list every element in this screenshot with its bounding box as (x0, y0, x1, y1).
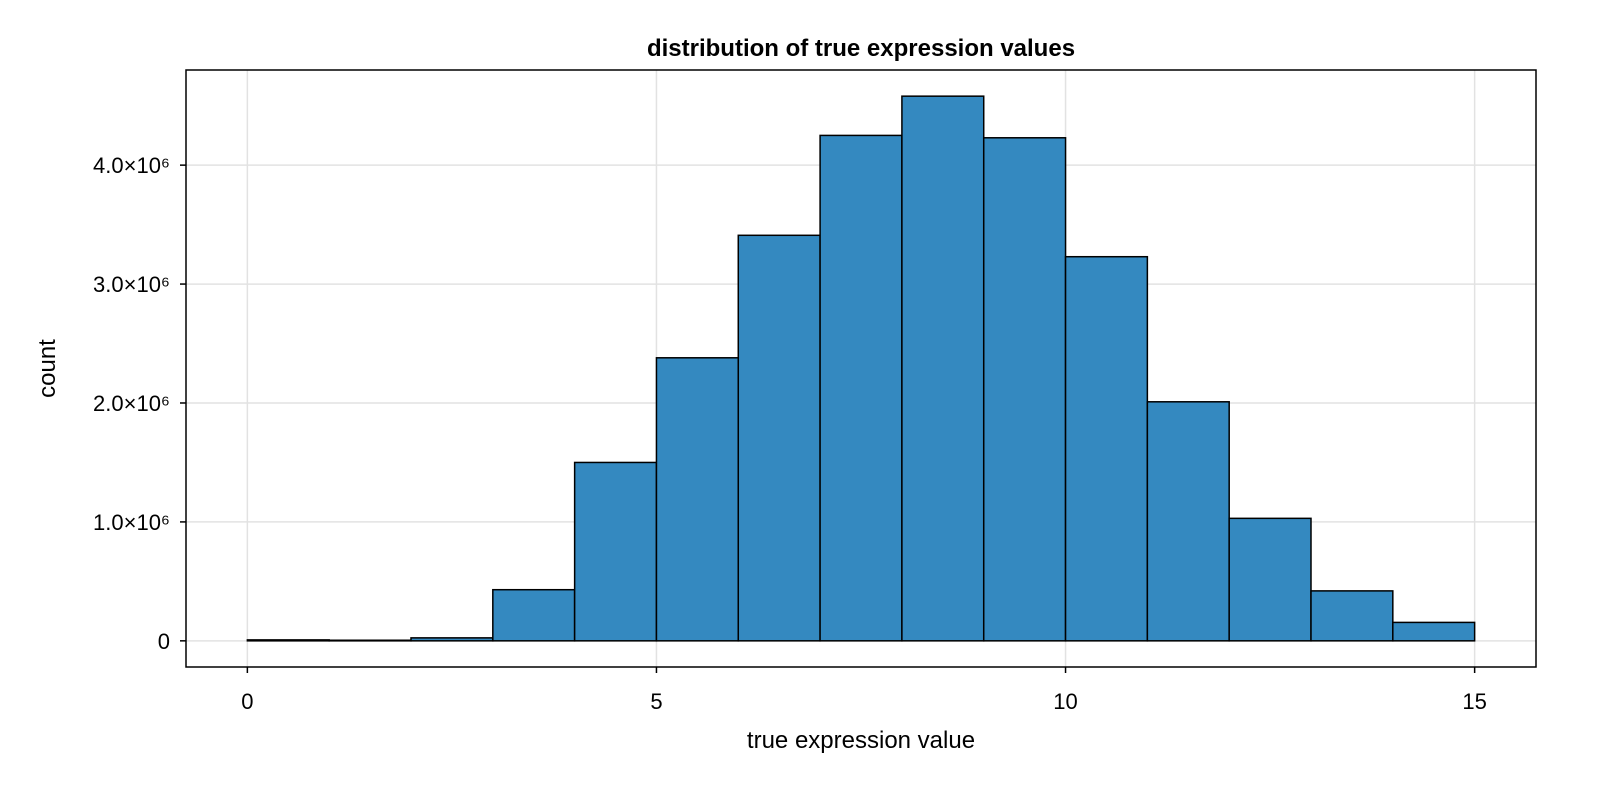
histogram-bar (1310, 590, 1394, 642)
histogram-bar (492, 588, 576, 642)
x-tick-label: 5 (650, 689, 662, 714)
histogram-bar (1064, 255, 1149, 642)
x-tick-label: 15 (1462, 689, 1486, 714)
histogram-bar (655, 357, 740, 642)
x-tick-label: 10 (1053, 689, 1077, 714)
x-tick-label: 0 (241, 689, 253, 714)
histogram-bar (573, 461, 658, 642)
chart-title: distribution of true expression values (647, 35, 1075, 62)
histogram-bar (246, 639, 330, 642)
y-tick-label: 1.0×10⁶ (93, 510, 170, 535)
histogram-bar (819, 134, 903, 642)
y-tick-label: 4.0×10⁶ (93, 153, 170, 178)
y-tick-label: 2.0×10⁶ (93, 391, 170, 416)
histogram-bars (246, 95, 1476, 642)
y-axis-label: count (34, 339, 61, 398)
x-axis-ticks: 0 5 10 15 (241, 667, 1487, 714)
histogram-bar (328, 639, 412, 642)
x-axis-label: true expression value (747, 727, 975, 754)
histogram-bar (982, 137, 1067, 642)
histogram-bar (901, 95, 985, 642)
histogram-bar (1392, 621, 1476, 642)
histogram-bar (737, 234, 821, 642)
histogram-bar (1146, 401, 1230, 642)
y-tick-label: 0 (158, 629, 170, 654)
histogram-bar (410, 637, 494, 642)
y-tick-label: 3.0×10⁶ (93, 272, 170, 297)
histogram-bar (1228, 517, 1312, 642)
plot-frame (185, 69, 1537, 668)
y-axis-ticks: 0 1.0×10⁶ 2.0×10⁶ 3.0×10⁶ 4.0×10⁶ (93, 153, 186, 654)
